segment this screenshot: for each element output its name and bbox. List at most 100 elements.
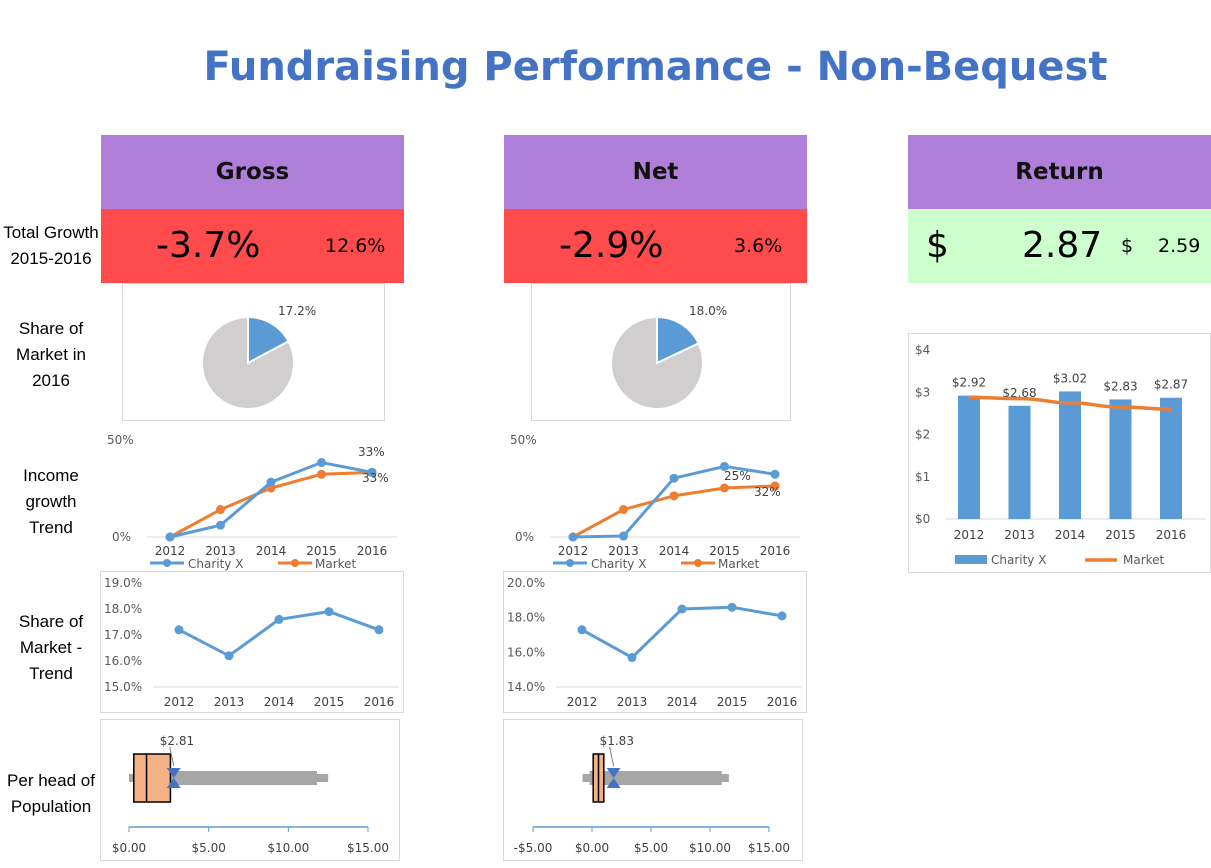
x-tick-label: $15.00 xyxy=(748,841,790,855)
x-tick-label: $0.00 xyxy=(575,841,609,855)
x-tick-label: 2014 xyxy=(256,544,287,558)
data-point xyxy=(669,473,679,483)
x-tick-label: 2014 xyxy=(659,544,690,558)
quartile-box xyxy=(133,753,172,803)
x-tick-label: 2012 xyxy=(567,695,598,709)
pie-label: 18.0% xyxy=(689,304,727,318)
legend-label-charity: Charity X xyxy=(188,557,243,571)
data-point xyxy=(627,653,637,663)
row-label-income-growth: Income growth Trend xyxy=(0,463,102,541)
gross-income-chart: 50% 0% 2012 2013 2014 2015 2016 33% 33% Charity X… xyxy=(107,433,397,571)
data-point xyxy=(165,532,175,542)
pie-slice-charity xyxy=(656,315,700,365)
x-tick-label: 2013 xyxy=(617,695,648,709)
x-tick-label: 2016 xyxy=(760,544,791,558)
net-share-chart: 14.0% 16.0% 18.0% 20.0% 2012 2013 2014 2015 2016 xyxy=(507,576,802,709)
legend-swatch-charity xyxy=(955,555,987,564)
bar-charity xyxy=(1109,399,1132,519)
row-label-line: 2015-2016 xyxy=(10,249,92,268)
x-tick-label: 2013 xyxy=(608,544,639,558)
data-point xyxy=(224,651,234,661)
x-tick-label: 2015 xyxy=(306,544,337,558)
net-growth-value: -2.9% xyxy=(559,225,664,266)
legend-marker-charity xyxy=(566,559,574,567)
x-tick-label: $5.00 xyxy=(634,841,668,855)
marker-charity xyxy=(606,768,621,788)
x-tick-label: 2016 xyxy=(364,695,395,709)
row-label-per-head: Per head of Population xyxy=(0,768,102,820)
legend-label-charity: Charity X xyxy=(591,557,646,571)
return-tile: $ 2.87 $ 2.59 xyxy=(908,209,1211,283)
legend-marker-market xyxy=(694,559,702,567)
y-tick-label: 16.0% xyxy=(507,645,545,659)
series-line-charity xyxy=(581,605,783,660)
x-tick-label: 2015 xyxy=(717,695,748,709)
net-income-chart: 50% 0% 2012 2013 2014 2015 2016 25%32% Charity X… xyxy=(510,433,800,571)
y-tick-label: 19.0% xyxy=(104,576,142,590)
return-market-currency: $ xyxy=(1121,235,1134,257)
data-label: 25% xyxy=(724,469,751,483)
y-tick-label: $4 xyxy=(915,343,930,357)
range-inner-bar xyxy=(136,771,318,785)
x-tick-label: 2012 xyxy=(954,528,985,542)
data-point xyxy=(374,625,384,635)
y-tick-label: 50% xyxy=(107,433,134,447)
row-label-share-market: Share of Market in 2016 xyxy=(0,316,102,394)
y-tick-label: 18.0% xyxy=(104,602,142,616)
gross-header: Gross xyxy=(101,135,404,209)
bar-data-label: $2.68 xyxy=(1002,386,1036,400)
gross-perhead-panel: $0.00 $5.00 $10.00 $15.00 $2.81 xyxy=(100,719,400,861)
x-tick-label: -$5.00 xyxy=(514,841,553,855)
row-label-line: growth xyxy=(25,492,77,511)
legend-marker-charity xyxy=(163,559,171,567)
marker-leader xyxy=(169,746,175,767)
bar-data-label: $2.92 xyxy=(952,376,986,390)
net-perhead-panel: -$5.00 $0.00 $5.00 $10.00 $15.00 $1.83 xyxy=(503,719,803,861)
marker-label: $1.83 xyxy=(600,734,634,748)
data-point xyxy=(367,467,377,477)
y-tick-label: 0% xyxy=(112,530,131,544)
bar-data-label: $2.87 xyxy=(1154,378,1188,392)
y-tick-label: $1 xyxy=(915,470,930,484)
data-point xyxy=(720,483,729,493)
data-label: 32% xyxy=(754,485,781,499)
row-label-line: Market - xyxy=(19,638,83,657)
x-tick-label: 2015 xyxy=(709,544,740,558)
y-tick-label: 15.0% xyxy=(104,680,142,694)
y-tick-label: $2 xyxy=(915,428,930,442)
row-label-line: Share of xyxy=(18,319,84,338)
x-tick-label: 2014 xyxy=(264,695,295,709)
bar-data-label: $3.02 xyxy=(1053,371,1087,385)
data-point xyxy=(677,604,687,614)
net-growth-tile: -2.9% 3.6% xyxy=(504,209,807,283)
page-title: Fundraising Performance - Non-Bequest xyxy=(203,44,1108,90)
y-tick-label: 16.0% xyxy=(104,654,142,668)
y-tick-label: $3 xyxy=(915,385,930,399)
row-label-line: Share of xyxy=(18,612,84,631)
gross-growth-value: -3.7% xyxy=(156,225,261,266)
legend-label-charity: Charity X xyxy=(991,553,1046,567)
y-tick-label: 0% xyxy=(515,530,534,544)
gross-pie-panel: 17.2% xyxy=(122,283,385,421)
data-point xyxy=(216,505,225,515)
data-point xyxy=(317,469,326,479)
data-point xyxy=(720,461,729,471)
data-point xyxy=(317,458,326,468)
legend-label-market: Market xyxy=(718,557,760,571)
x-tick-label: 2016 xyxy=(767,695,798,709)
series-line-market xyxy=(968,395,1172,411)
gross-perhead-chart: $0.00 $5.00 $10.00 $15.00 $2.81 xyxy=(112,734,389,855)
row-label-total-growth: Total Growth 2015-2016 xyxy=(0,220,102,272)
y-tick-label: 20.0% xyxy=(507,576,545,590)
x-tick-label: 2013 xyxy=(1004,528,1035,542)
data-point xyxy=(324,607,334,617)
gross-growth-tile: -3.7% 12.6% xyxy=(101,209,404,283)
legend-label-market: Market xyxy=(315,557,357,571)
row-label-line: Per head of xyxy=(7,771,95,790)
net-income-panel: 50% 0% 2012 2013 2014 2015 2016 25% 32% Charity X… xyxy=(505,429,805,571)
data-point xyxy=(770,469,780,479)
gross-share-chart: 15.0% 16.0% 17.0% 18.0% 19.0% 2012 2013 2014 201… xyxy=(104,576,399,709)
legend-marker-market xyxy=(291,559,299,567)
x-tick-label: 2012 xyxy=(155,544,186,558)
return-header: Return xyxy=(908,135,1211,209)
